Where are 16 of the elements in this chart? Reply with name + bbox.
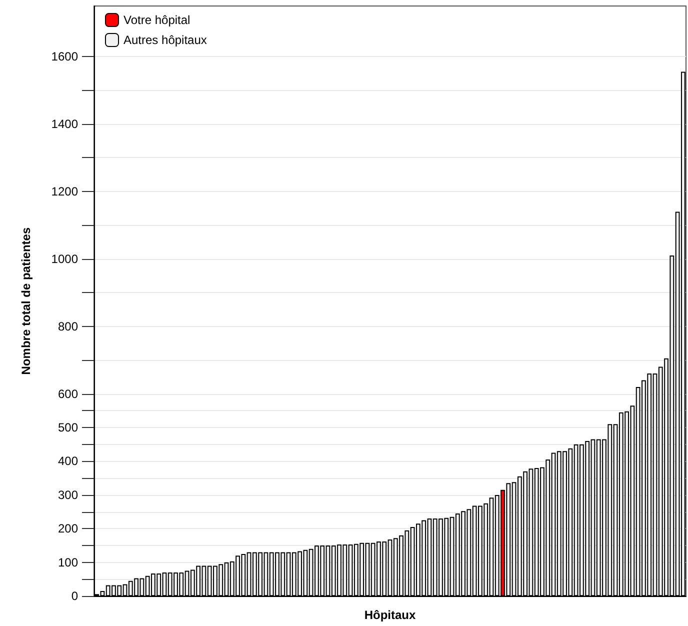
legend-label: Votre hôpital <box>124 13 190 27</box>
y-tick-label: 100 <box>58 555 78 570</box>
y-tick-label: 800 <box>58 319 78 334</box>
y-tick-label: 200 <box>58 522 78 536</box>
y-tick-label: 600 <box>58 386 78 401</box>
x-axis-title: Hôpitaux <box>364 608 416 622</box>
legend-label: Autres hôpitaux <box>124 33 207 47</box>
y-tick-label: 0 <box>71 589 78 604</box>
y-tick-label: 500 <box>58 420 78 434</box>
y-tick-label: 1400 <box>51 117 78 132</box>
y-tick-label: 1000 <box>51 252 78 266</box>
y-tick-label: 300 <box>58 488 78 502</box>
y-tick-label: 1200 <box>51 184 78 198</box>
y-axis-title: Nombre total de patientes <box>19 227 33 375</box>
y-tick-label: 1600 <box>51 50 78 64</box>
y-tick-label: 400 <box>58 454 78 468</box>
